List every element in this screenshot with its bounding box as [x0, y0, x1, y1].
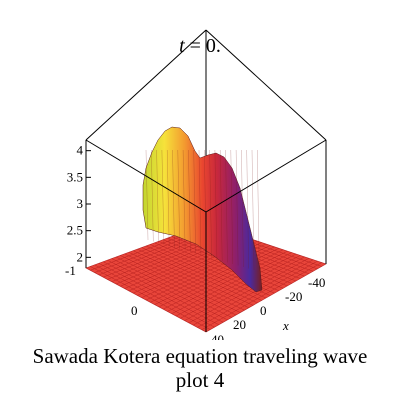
- wave-mesh-line: [177, 149, 180, 250]
- x-axis-label: x: [282, 318, 289, 333]
- wave-mesh-line: [198, 149, 202, 256]
- floor-grid-line: [171, 252, 292, 314]
- wave-mesh-line: [235, 149, 239, 266]
- wave-mesh-line: [193, 149, 196, 254]
- floor-grid-line: [163, 239, 284, 289]
- x-axis-ticks: -40 -20 0 20 40: [211, 275, 325, 340]
- wave-mesh-line: [172, 149, 175, 248]
- floor-grid-line: [175, 253, 297, 317]
- z-tick-label: 3: [77, 196, 84, 211]
- x-tick-label: 0: [260, 303, 267, 318]
- floor-grid-line: [193, 259, 314, 326]
- floor-grid-line: [188, 258, 309, 324]
- wave-mesh-line: [241, 149, 244, 268]
- wave-mesh-line: [257, 149, 260, 272]
- x-tick-label: 20: [233, 317, 246, 332]
- floor-grid-line: [197, 260, 318, 328]
- wave-mesh-line: [246, 149, 249, 269]
- wave-mesh-line: [209, 149, 212, 259]
- x-tick-label: -20: [285, 289, 302, 304]
- floor-grid-line: [167, 250, 288, 312]
- wave-mesh-line: [251, 149, 255, 271]
- y-tick-label: -1: [65, 263, 76, 278]
- wave-mesh-line: [161, 149, 165, 245]
- wave-mesh-line: [156, 149, 159, 244]
- plot-title: t = 0.: [179, 35, 221, 57]
- floor-grid-line: [163, 249, 284, 310]
- wave-mesh-line: [230, 149, 233, 265]
- x-tick-label: -40: [308, 275, 325, 290]
- wave-mesh-line: [167, 149, 170, 247]
- z-axis-ticks: 2 2.5 3 3.5 4: [67, 143, 91, 264]
- z-tick-label: 2.5: [67, 223, 83, 238]
- surface-plot: 2 2.5 3 3.5 4 -1 0 -40 -20 0 20 40 x t = 0.: [65, 29, 327, 340]
- wave-mesh-line: [182, 149, 186, 251]
- wave-mesh-line: [225, 149, 228, 263]
- z-tick-label: 2: [77, 249, 84, 264]
- caption-line-1: Sawada Kotera equation traveling wave: [32, 344, 368, 368]
- wave-mesh-line: [214, 149, 218, 260]
- floor-grid-line: [158, 248, 279, 308]
- y-tick-label: 0: [131, 303, 138, 318]
- y-axis-ticks: -1 0: [65, 263, 138, 318]
- floor-grid-line: [180, 255, 301, 319]
- wave-mesh-line: [151, 149, 154, 242]
- floor-grid-line: [201, 262, 322, 330]
- x-tick-label: 40: [211, 332, 224, 340]
- caption-line-2: plot 4: [175, 368, 225, 392]
- wave-mesh-line: [145, 149, 149, 241]
- z-tick-label: 4: [77, 143, 84, 158]
- wave-mesh-line: [188, 149, 191, 253]
- z-tick-label: 3.5: [67, 169, 83, 184]
- wave-mesh-line: [220, 149, 223, 262]
- floor-grid-line: [184, 256, 305, 321]
